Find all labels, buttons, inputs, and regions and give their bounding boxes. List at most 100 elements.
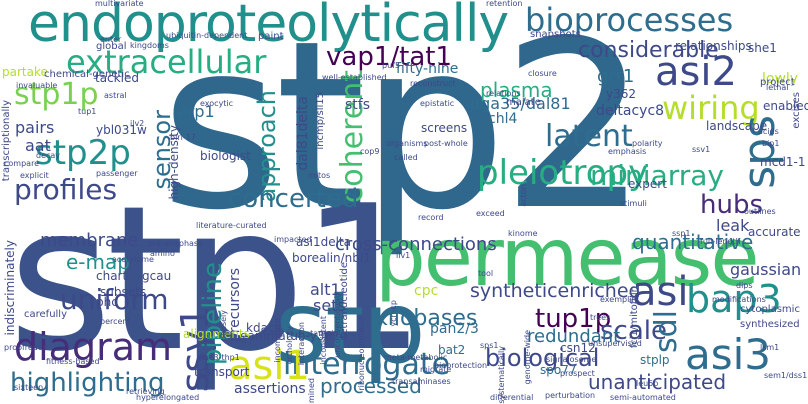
word-kingdoms: kingdoms (130, 41, 169, 50)
word-she1: she1 (748, 41, 777, 55)
word-permease: permease (375, 211, 760, 304)
word-sdl: sdl (649, 310, 684, 354)
word-puf5: puf5 (382, 61, 401, 70)
word-unanticipated: unanticipated (588, 370, 727, 394)
word-amino: amino (150, 249, 175, 258)
word-kinome: kinome (508, 229, 538, 238)
word-cpc: cpc (414, 283, 439, 299)
word-retrieving: retrieving (126, 387, 165, 396)
word-snapshots: snapshots (530, 29, 581, 40)
word-cytoplasmic: cytoplasmic (740, 304, 800, 315)
word-orthology: orthology (285, 326, 294, 365)
word-stp1: stp1 (8, 163, 427, 396)
word-genome-wide: genome-wide (523, 330, 532, 385)
word-incmp-sli15: incmp/sli15 (315, 92, 326, 150)
word-pre-anaphase: pre-anaphase (148, 239, 204, 248)
word-bap3: bap3 (686, 277, 782, 321)
word-biological: biological (485, 344, 600, 372)
word-gcau: gcau (142, 269, 172, 283)
word-membrane: membrane (40, 230, 139, 251)
word-astral: astral (104, 91, 127, 100)
word-called: called (394, 153, 418, 162)
word-meta-metabolic: meta-metabolic (384, 353, 448, 362)
word-sixteen: sixteen (14, 383, 44, 392)
word-polarity: polarity (632, 139, 663, 148)
word-well-established: well-established (322, 73, 387, 82)
word-sac3-thp1: sac3-thp1 (200, 353, 240, 362)
word-pan2-3: pan2/3 (430, 321, 479, 337)
word-borealin-nbl1: borealin/nbl1 (292, 251, 371, 265)
word-global: global (96, 41, 127, 52)
word-mined: mined (307, 378, 316, 404)
word-quantitative: quantitative (632, 230, 754, 254)
word-aat: aat (25, 136, 51, 155)
word-exocytic: exocytic (200, 99, 234, 108)
word-project: project (760, 77, 795, 88)
word-semi-automated: semi-automated (610, 393, 676, 402)
word-literature-curated: literature-curated (196, 221, 267, 230)
word-leak: leak (716, 216, 750, 235)
word-excises: excises (791, 92, 802, 129)
word-uga35-dal81: uga35/dal81 (470, 94, 571, 113)
word-transaminases: transaminases (392, 377, 451, 386)
word-alignments: alignments (183, 327, 250, 341)
word-incomplete: incomplete (273, 318, 282, 363)
word-enabled: enabled (763, 99, 808, 113)
word-stp: stp (275, 269, 426, 386)
word-lethal: lethal (766, 83, 789, 92)
word-organisms: organisms (386, 139, 428, 148)
word-bat2: bat2 (438, 343, 466, 357)
word-wiring: wiring (662, 89, 760, 127)
word-chl4: chl4 (488, 111, 518, 127)
word-redundant: redundant (527, 326, 621, 347)
word-explicit: explicit (20, 171, 49, 180)
word-sem1-dss1: sem1/dss1 (764, 371, 808, 380)
word-stfs: stfs (345, 97, 371, 113)
word-phc: phc (96, 295, 118, 309)
word-migrate: migrate (420, 365, 452, 374)
word-interrogate: interrogate (283, 347, 451, 382)
word-synthesized: synthesized (740, 319, 800, 330)
word-asi2: asi2 (655, 49, 737, 95)
word-ribonucleoproteins: ribonucleoproteins (357, 316, 366, 391)
word-impacted: impacted (274, 235, 312, 244)
word-ssv1: ssv1 (692, 145, 711, 154)
word-asi1: asi1 (228, 343, 310, 389)
word-biologist: biologist (200, 149, 251, 163)
word-ybl031w: ybl031w (96, 123, 147, 137)
word-paint: paint (258, 31, 284, 42)
word-chart: chart (96, 269, 128, 283)
word-retention: retention (486, 0, 523, 8)
word-tup1p: tup1p (535, 304, 612, 334)
word-compare: compare (4, 159, 40, 168)
word-tup1: tup1 (78, 107, 97, 116)
word-exemplify: exemplify (600, 295, 639, 304)
word-multivariate: multivariate (95, 0, 144, 8)
word-transport: transport (194, 365, 250, 379)
word-relations: relations (486, 89, 521, 98)
word-accurate: accurate (748, 225, 801, 239)
word-subsets: subsets (100, 285, 147, 299)
word-y362: y362 (606, 87, 637, 101)
word-outlines: outlines (744, 207, 776, 216)
word-cop9: cop9 (360, 147, 380, 156)
word-carefully: carefully (24, 309, 68, 320)
word-decay: decay (36, 151, 61, 160)
word-hyperelongated: hyperelongated (136, 393, 200, 402)
word-screens: screens (421, 121, 468, 135)
word-bip1: bip1 (762, 139, 780, 148)
word-asi1delta: asi1delta (296, 235, 351, 249)
word-assertions: assertions (234, 381, 306, 397)
word-dal81delta: dal81delta (295, 96, 311, 171)
word-landscape: landscape (706, 119, 768, 133)
word-post-whole: post-whole (424, 139, 468, 148)
word-tool: tool (478, 269, 494, 278)
word-csn12: csn12 (560, 341, 596, 355)
word-stp2p: stp2p (35, 133, 131, 173)
word-lsm1: lsm1 (760, 343, 780, 352)
word-fitness-based: fitness-based (46, 357, 100, 366)
word-densely: densely (219, 310, 228, 342)
word-emphasis: emphasis (608, 147, 647, 156)
word-percent: percent (100, 317, 131, 326)
